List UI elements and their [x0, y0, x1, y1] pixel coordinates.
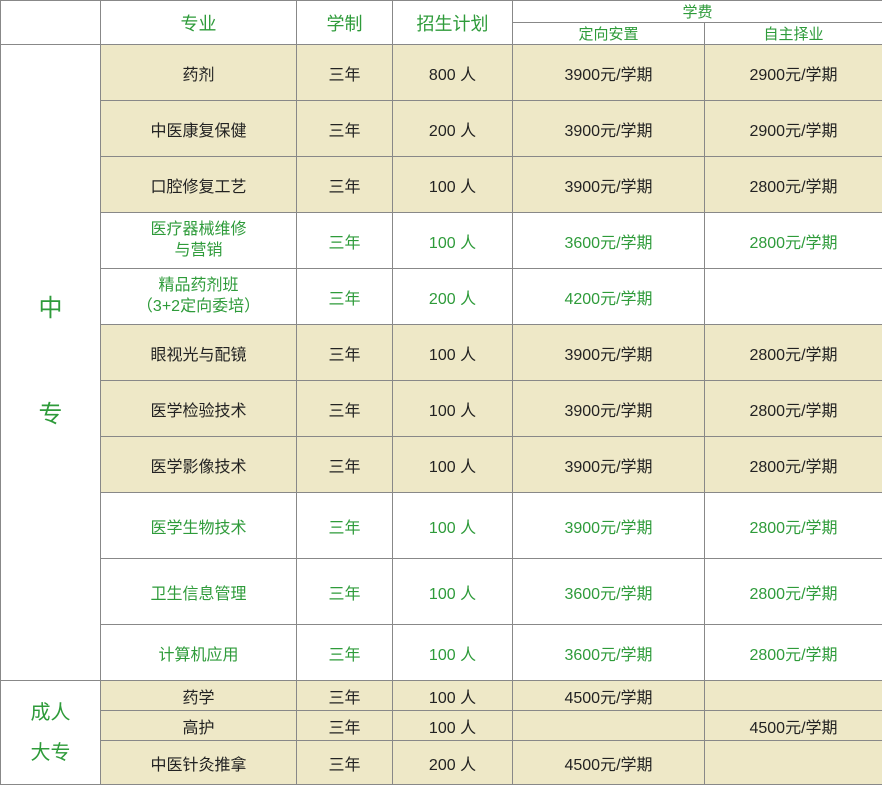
cell-tuition-self: 2800元/学期 — [705, 213, 882, 269]
cell-major: 药学 — [101, 681, 297, 711]
category-chengren: 成人大专 — [1, 681, 101, 785]
cell-duration: 三年 — [297, 45, 393, 101]
cell-tuition-self: 2800元/学期 — [705, 625, 882, 681]
cell-duration: 三年 — [297, 101, 393, 157]
cell-duration: 三年 — [297, 681, 393, 711]
cell-duration: 三年 — [297, 213, 393, 269]
cell-duration: 三年 — [297, 437, 393, 493]
cell-plan: 800 人 — [393, 45, 513, 101]
cell-tuition-self: 4500元/学期 — [705, 711, 882, 741]
hdr-plan: 招生计划 — [393, 1, 513, 45]
cell-duration: 三年 — [297, 625, 393, 681]
cell-tuition-self — [705, 269, 882, 325]
cell-tuition-self: 2800元/学期 — [705, 381, 882, 437]
cell-tuition-self: 2800元/学期 — [705, 437, 882, 493]
cell-tuition-directed: 3900元/学期 — [513, 45, 705, 101]
cell-tuition-directed — [513, 711, 705, 741]
cell-tuition-self: 2900元/学期 — [705, 45, 882, 101]
hdr-tuition: 学费 — [513, 1, 882, 23]
cell-tuition-directed: 3900元/学期 — [513, 381, 705, 437]
cell-tuition-self: 2800元/学期 — [705, 559, 882, 625]
cell-major: 中医康复保健 — [101, 101, 297, 157]
cell-duration: 三年 — [297, 157, 393, 213]
cell-tuition-directed: 4500元/学期 — [513, 681, 705, 711]
hdr-duration: 学制 — [297, 1, 393, 45]
cell-major: 医学生物技术 — [101, 493, 297, 559]
cell-duration: 三年 — [297, 381, 393, 437]
cell-duration: 三年 — [297, 269, 393, 325]
cell-tuition-self: 2800元/学期 — [705, 325, 882, 381]
cell-plan: 100 人 — [393, 559, 513, 625]
cell-duration: 三年 — [297, 493, 393, 559]
category-zhongzhuan: 中专 — [1, 45, 101, 681]
cell-tuition-directed: 4500元/学期 — [513, 741, 705, 785]
cell-tuition-directed: 3600元/学期 — [513, 559, 705, 625]
cell-plan: 200 人 — [393, 269, 513, 325]
cell-tuition-self: 2800元/学期 — [705, 157, 882, 213]
cell-duration: 三年 — [297, 559, 393, 625]
cell-tuition-directed: 3900元/学期 — [513, 437, 705, 493]
cell-tuition-directed: 3900元/学期 — [513, 101, 705, 157]
cell-tuition-directed: 3900元/学期 — [513, 157, 705, 213]
cell-major: 高护 — [101, 711, 297, 741]
cell-plan: 100 人 — [393, 437, 513, 493]
cell-plan: 200 人 — [393, 741, 513, 785]
cell-plan: 100 人 — [393, 325, 513, 381]
cell-duration: 三年 — [297, 741, 393, 785]
cell-major: 医学影像技术 — [101, 437, 297, 493]
cell-tuition-self — [705, 741, 882, 785]
cell-plan: 100 人 — [393, 493, 513, 559]
cell-major: 医学检验技术 — [101, 381, 297, 437]
cell-major: 精品药剂班（3+2定向委培） — [101, 269, 297, 325]
cell-plan: 200 人 — [393, 101, 513, 157]
cell-tuition-directed: 3600元/学期 — [513, 213, 705, 269]
cell-tuition-self — [705, 681, 882, 711]
hdr-major: 专业 — [101, 1, 297, 45]
cell-major: 中医针灸推拿 — [101, 741, 297, 785]
hdr-self: 自主择业 — [705, 23, 882, 45]
cell-tuition-directed: 3600元/学期 — [513, 625, 705, 681]
cell-major: 医疗器械维修与营销 — [101, 213, 297, 269]
cell-plan: 100 人 — [393, 381, 513, 437]
cell-tuition-directed: 3900元/学期 — [513, 325, 705, 381]
cell-plan: 100 人 — [393, 157, 513, 213]
enrollment-table: 专业学制招生计划学费定向安置自主择业中专药剂三年800 人3900元/学期290… — [0, 0, 882, 785]
cell-duration: 三年 — [297, 325, 393, 381]
cell-tuition-self: 2900元/学期 — [705, 101, 882, 157]
cell-major: 计算机应用 — [101, 625, 297, 681]
cell-major: 药剂 — [101, 45, 297, 101]
cell-major: 眼视光与配镜 — [101, 325, 297, 381]
cell-plan: 100 人 — [393, 625, 513, 681]
cell-plan: 100 人 — [393, 681, 513, 711]
cell-major: 口腔修复工艺 — [101, 157, 297, 213]
cell-duration: 三年 — [297, 711, 393, 741]
cell-tuition-directed: 3900元/学期 — [513, 493, 705, 559]
cell-plan: 100 人 — [393, 711, 513, 741]
cell-tuition-directed: 4200元/学期 — [513, 269, 705, 325]
cell-major: 卫生信息管理 — [101, 559, 297, 625]
cell-tuition-self: 2800元/学期 — [705, 493, 882, 559]
hdr-directed: 定向安置 — [513, 23, 705, 45]
cell-plan: 100 人 — [393, 213, 513, 269]
hdr-blank — [1, 1, 101, 45]
